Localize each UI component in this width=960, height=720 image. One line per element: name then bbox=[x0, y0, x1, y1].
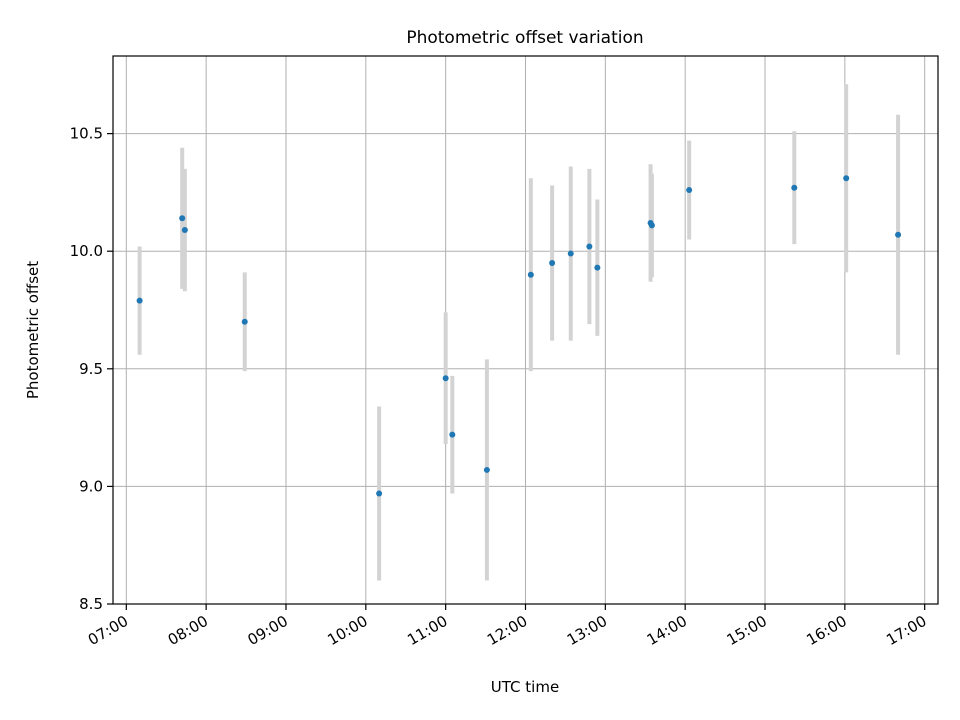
data-point bbox=[648, 222, 655, 229]
y-tick-label: 9.0 bbox=[79, 477, 103, 495]
data-point bbox=[181, 227, 188, 234]
y-tick-label: 8.5 bbox=[79, 595, 103, 613]
chart-title: Photometric offset variation bbox=[406, 28, 643, 48]
data-point bbox=[241, 318, 248, 325]
y-axis: 8.5 9.0 9.5 10.0 10.5 bbox=[70, 125, 113, 613]
data-point bbox=[449, 431, 456, 438]
y-tick-label: 10.0 bbox=[70, 242, 103, 260]
y-tick-label: 9.5 bbox=[79, 360, 103, 378]
data-point bbox=[567, 250, 574, 257]
data-point bbox=[549, 259, 556, 266]
data-point bbox=[594, 264, 601, 271]
data-point bbox=[843, 175, 850, 182]
data-point bbox=[442, 375, 449, 382]
data-point bbox=[686, 187, 693, 194]
data-point bbox=[527, 271, 534, 278]
data-point bbox=[376, 490, 383, 497]
y-axis-label: Photometric offset bbox=[24, 261, 42, 399]
data-point bbox=[791, 184, 798, 191]
data-point bbox=[586, 243, 593, 250]
data-points bbox=[136, 175, 902, 497]
data-point bbox=[179, 215, 186, 222]
y-tick-label: 10.5 bbox=[70, 125, 103, 143]
data-point bbox=[483, 466, 490, 473]
data-point bbox=[895, 231, 902, 238]
data-point bbox=[136, 297, 143, 304]
x-axis-label: UTC time bbox=[491, 678, 559, 696]
